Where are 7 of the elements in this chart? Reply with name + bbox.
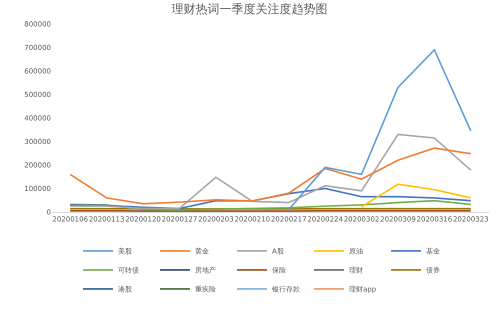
line-series [360, 183, 472, 208]
chart-title: 理财热词一季度关注度趋势图 [172, 2, 328, 16]
line-series [69, 134, 472, 210]
line-series [69, 147, 472, 205]
line-series [69, 188, 472, 210]
line-series [69, 200, 472, 211]
line-series [288, 49, 472, 210]
